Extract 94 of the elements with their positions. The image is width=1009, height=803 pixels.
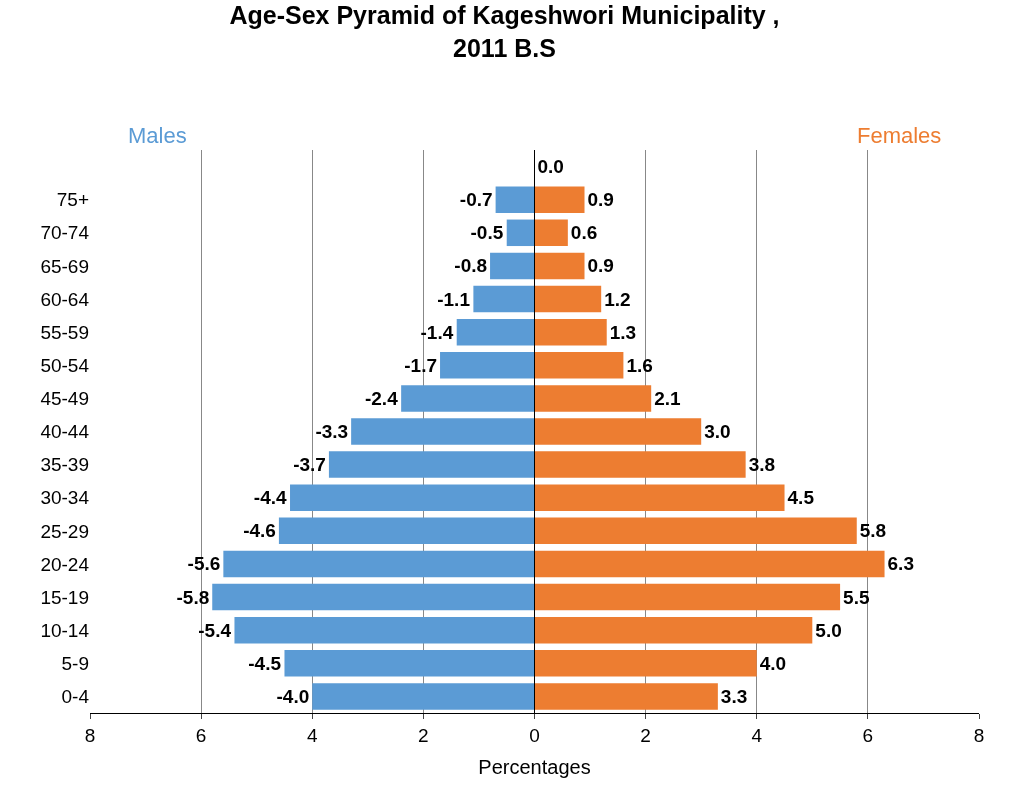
- x-tick-label: 0: [529, 724, 540, 746]
- data-label: -5.6: [187, 553, 221, 575]
- text: Females: [857, 123, 942, 148]
- y-tick-label: 15-19: [40, 586, 89, 608]
- data-label: 4.0: [759, 652, 787, 674]
- data-label: 1.2: [604, 288, 631, 310]
- x-tick-label: 2: [640, 724, 651, 746]
- y-tick-label: 40-44: [40, 421, 90, 443]
- bar: [223, 550, 535, 578]
- data-label: -4.4: [253, 487, 288, 509]
- data-label: -5.8: [176, 586, 210, 608]
- x-tick-label: 8: [84, 724, 96, 746]
- y-tick-label: 25-29: [40, 520, 89, 542]
- x-tick-label: 4: [306, 724, 318, 746]
- bar: [534, 385, 652, 412]
- data-label: 0.9: [587, 189, 614, 211]
- bar: [490, 252, 535, 280]
- bar: [351, 418, 535, 445]
- data-label: 3.0: [704, 421, 731, 442]
- data-label: -4.6: [243, 520, 276, 542]
- bar: [534, 418, 702, 445]
- bar: [534, 517, 857, 545]
- data-label: 5.0: [815, 619, 842, 641]
- bar: [534, 252, 585, 280]
- bar: [534, 650, 757, 677]
- bar: [534, 352, 624, 379]
- bar: [534, 683, 718, 710]
- data-label: 0.0: [537, 156, 564, 178]
- y-tick-label: 35-39: [40, 454, 89, 476]
- y-tick-label: 70-74: [40, 222, 90, 244]
- y-tick-label: 50-54: [40, 354, 90, 376]
- data-label: -4.0: [276, 685, 310, 707]
- y-tick-label: 20-24: [40, 553, 90, 575]
- data-label: -2.4: [364, 387, 399, 409]
- bar: [440, 352, 535, 379]
- bar: [534, 219, 568, 247]
- data-label: 1.6: [626, 354, 653, 376]
- y-tick-label: 5-9: [61, 652, 89, 674]
- bar: [495, 186, 535, 213]
- y-tick-label: 55-59: [40, 321, 89, 343]
- x-tick-label: 4: [751, 724, 763, 746]
- data-label: -1.7: [404, 354, 438, 376]
- bar: [401, 385, 535, 412]
- y-tick-label: 30-34: [40, 487, 90, 509]
- y-tick-label: 45-49: [40, 388, 89, 410]
- bar: [284, 650, 535, 677]
- bar: [534, 550, 885, 578]
- data-label: -3.7: [293, 454, 326, 476]
- y-tick-label: 0-4: [61, 686, 90, 708]
- x-axis-title: Percentages: [478, 756, 591, 779]
- data-label: 1.3: [609, 321, 637, 343]
- y-tick-label: 75+: [56, 189, 89, 211]
- data-label: 0.9: [587, 255, 614, 277]
- bar: [534, 583, 841, 611]
- bar: [278, 517, 535, 545]
- data-label: 6.3: [887, 553, 914, 575]
- x-tick-label: 8: [973, 724, 985, 746]
- data-label: -4.5: [248, 652, 282, 674]
- chart-title: Age-Sex Pyramid of Kageshwori Municipality , 2011 B.S: [229, 1, 780, 62]
- bar: [534, 318, 607, 346]
- data-label: -0.7: [459, 189, 493, 211]
- bar: [328, 451, 535, 478]
- data-label: 3.8: [748, 454, 776, 476]
- bar: [234, 616, 535, 644]
- bar: [312, 683, 535, 710]
- text: Males: [128, 123, 187, 148]
- x-tick-label: 6: [862, 724, 874, 746]
- data-label: -1.4: [420, 321, 454, 343]
- data-label: 4.5: [787, 487, 815, 509]
- y-tick-label: 65-69: [40, 255, 89, 277]
- bar: [456, 318, 535, 346]
- data-label: -5.4: [198, 619, 232, 641]
- bar: [473, 285, 535, 313]
- x-tick-label: 2: [418, 724, 429, 746]
- x-tick-label: 6: [195, 724, 207, 746]
- bar: [534, 616, 813, 644]
- data-label: -0.5: [470, 222, 504, 244]
- data-label: -0.8: [454, 255, 488, 277]
- data-label: 5.8: [859, 520, 887, 542]
- bar: [534, 186, 585, 213]
- bar: [534, 285, 602, 313]
- data-label: -3.3: [315, 421, 349, 442]
- data-label: 0.6: [570, 222, 598, 244]
- y-tick-label: 10-14: [40, 619, 90, 641]
- data-label: 5.5: [843, 586, 870, 608]
- bar: [534, 484, 785, 511]
- bar: [506, 219, 535, 247]
- bar: [534, 451, 746, 478]
- y-tick-label: 60-64: [40, 288, 90, 310]
- bar: [212, 583, 535, 611]
- bar: [290, 484, 535, 511]
- data-label: -1.1: [437, 288, 471, 310]
- data-label: 3.3: [720, 685, 748, 707]
- data-label: 2.1: [654, 387, 682, 409]
